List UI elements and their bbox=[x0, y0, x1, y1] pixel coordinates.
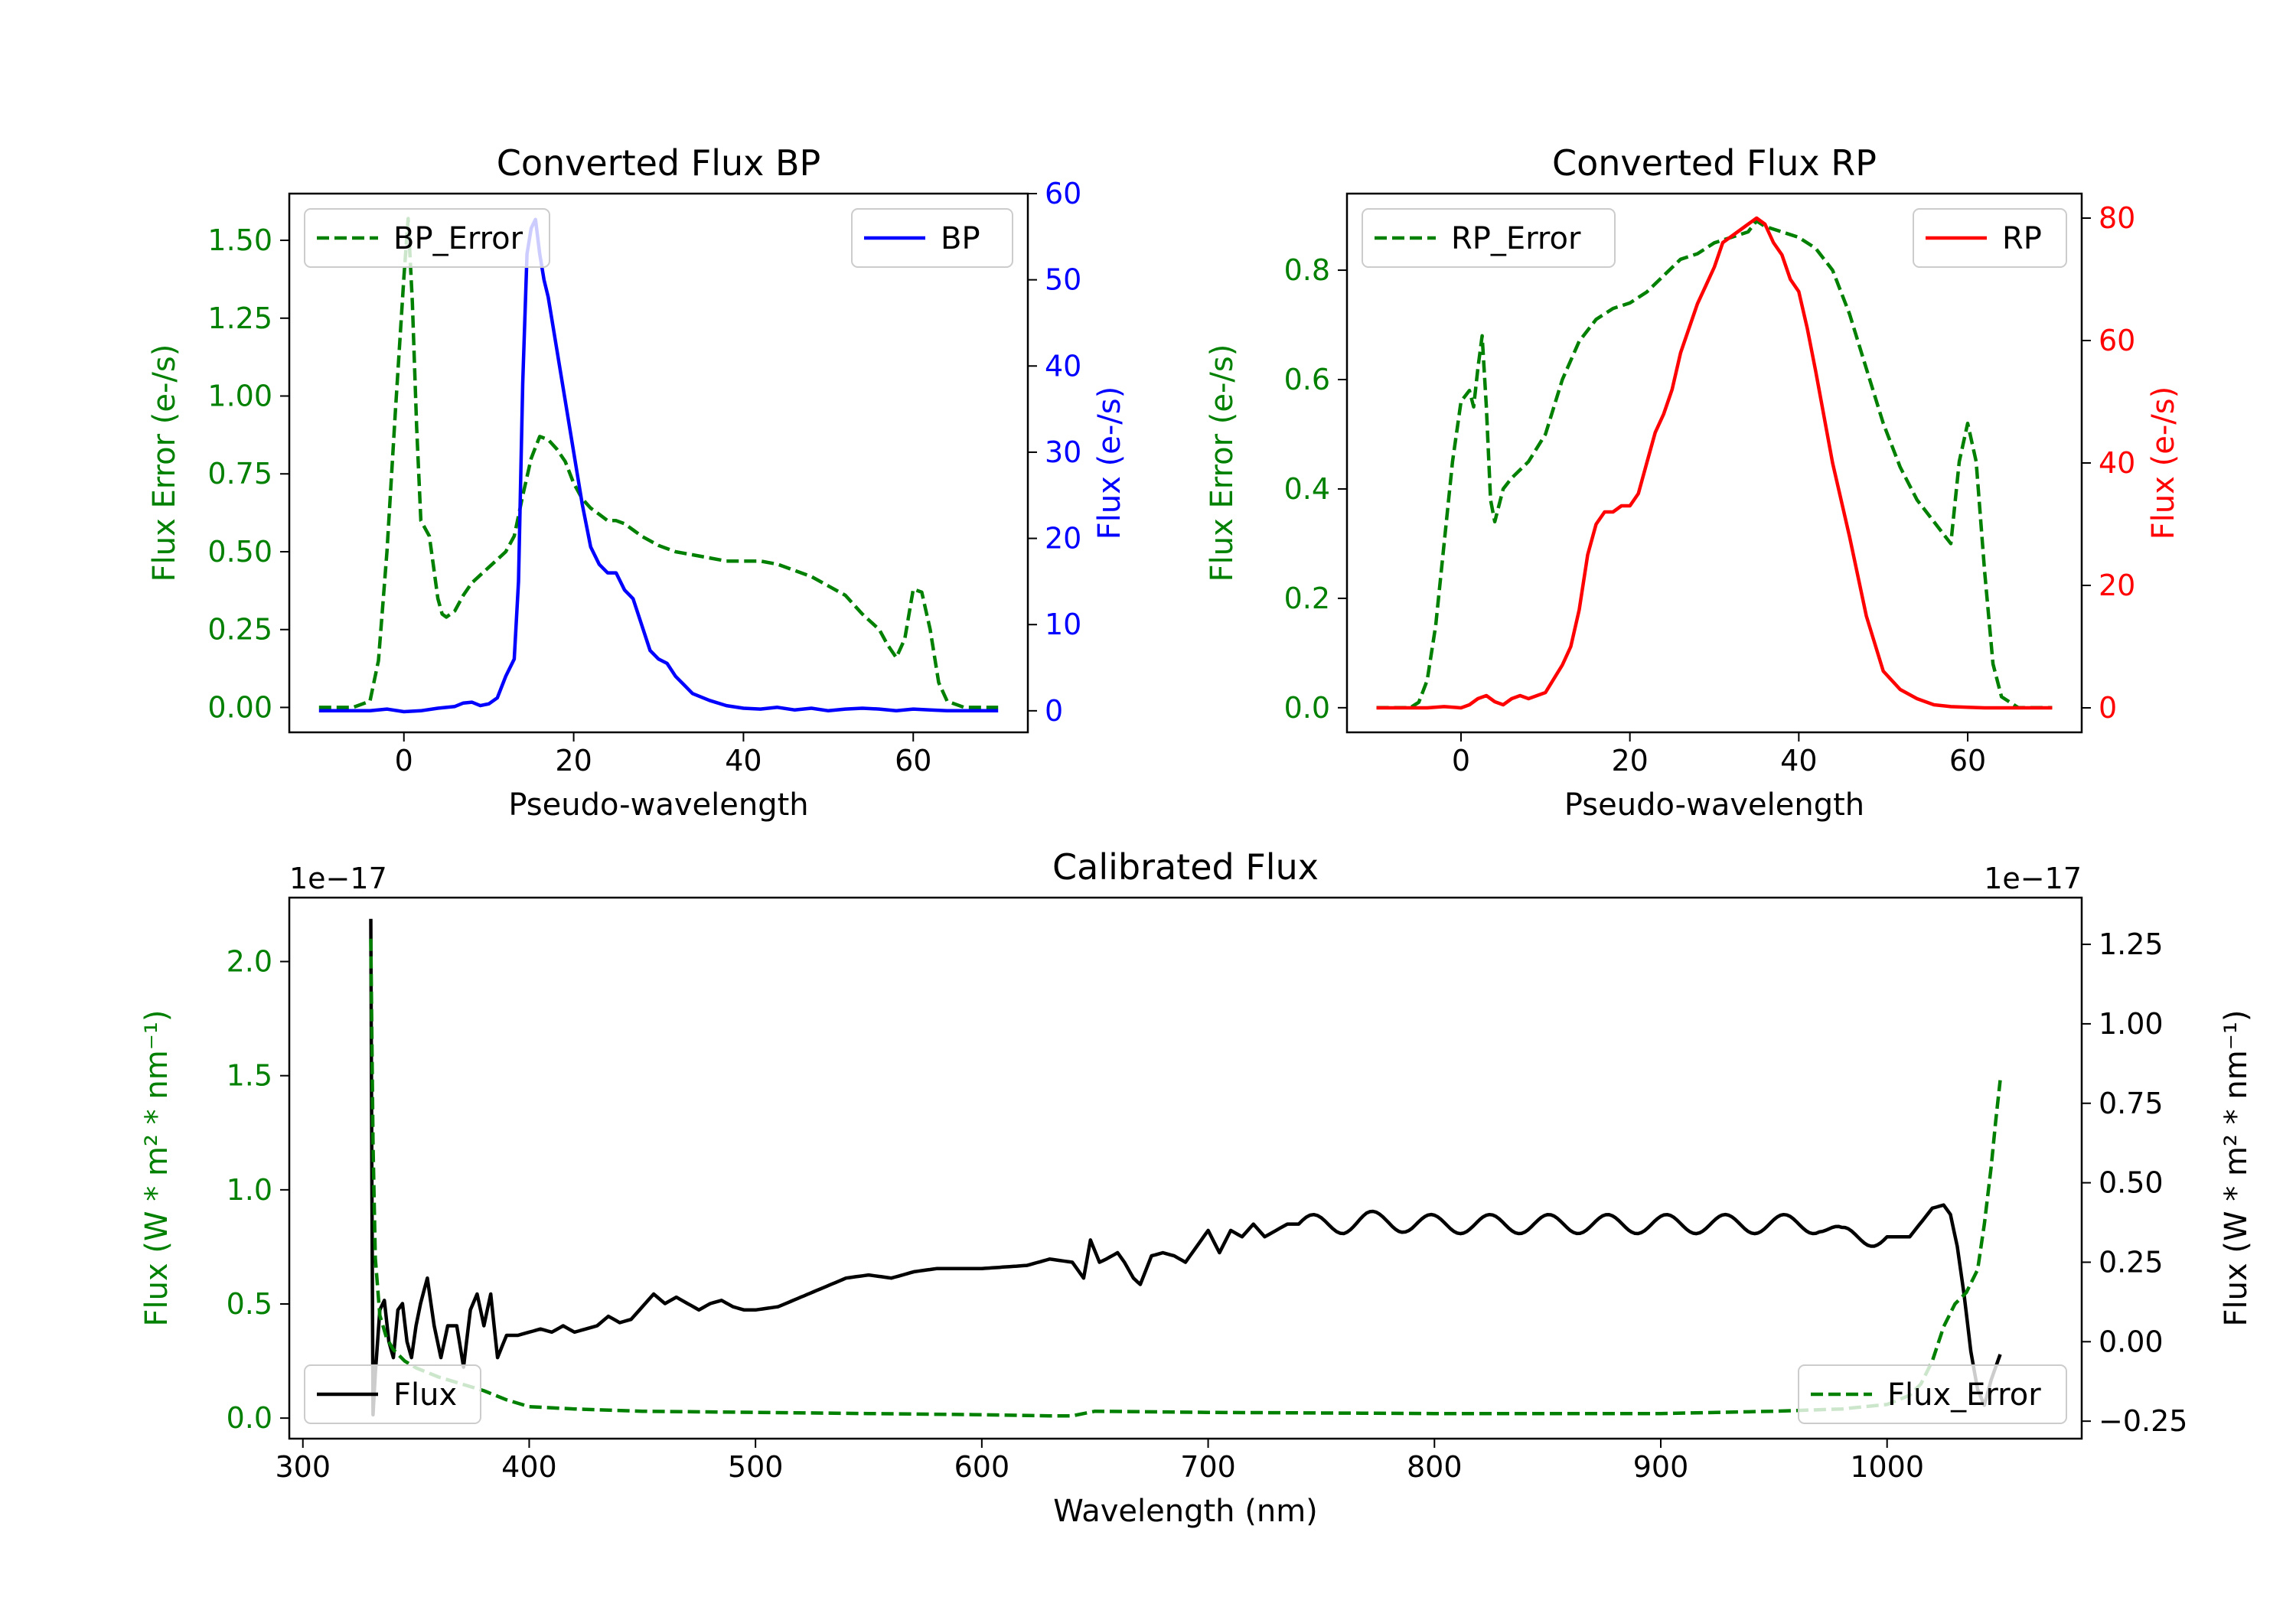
chart-2-ytick-left-label: 0.5 bbox=[227, 1287, 272, 1321]
chart-0-ytick-left-label: 0.25 bbox=[207, 613, 272, 647]
chart-1-ytick-right-label: 60 bbox=[2099, 324, 2135, 357]
chart-0-xlabel: Pseudo-wavelength bbox=[508, 787, 808, 823]
chart-0-ytick-right-label: 60 bbox=[1045, 177, 1081, 210]
chart-0-ytick-left-label: 1.00 bbox=[207, 380, 272, 413]
chart-2-legend-left: Flux bbox=[304, 1364, 481, 1424]
chart-0: Converted Flux BP 0 20 40 60 Pseudo-wavelengt… bbox=[147, 142, 1127, 823]
chart-2-ytick-right-label: 0.25 bbox=[2099, 1245, 2164, 1279]
chart-1-ytick-right-label: 40 bbox=[2099, 446, 2135, 480]
chart-2-legend-left-box bbox=[304, 1364, 481, 1424]
chart-2-xtick-label: 500 bbox=[728, 1450, 784, 1484]
chart-1: Converted Flux RP 0 20 40 60 Pseudo-wavelengt… bbox=[1205, 142, 2181, 823]
chart-2-xtick-label: 900 bbox=[1633, 1450, 1689, 1484]
chart-0-legend-left-box bbox=[304, 208, 550, 268]
chart-1-xlabel: Pseudo-wavelength bbox=[1564, 787, 1864, 823]
chart-1-ylabel-right: Flux (e-/s) bbox=[2146, 386, 2181, 539]
chart-0-frame bbox=[288, 192, 1029, 734]
chart-1-ytick-left-label: 0.8 bbox=[1284, 253, 1330, 287]
chart-0-ytick-left-label: 1.25 bbox=[207, 302, 272, 335]
chart-1-ytick-right-label: 80 bbox=[2099, 201, 2135, 235]
chart-1-legend-left-box bbox=[1362, 208, 1616, 268]
chart-0-title: Converted Flux BP bbox=[497, 142, 821, 184]
chart-2-ytick-right-label: 0.75 bbox=[2099, 1087, 2164, 1120]
chart-2-series-flux-error bbox=[369, 938, 2002, 1418]
chart-2-ytick-left-label: 0.0 bbox=[227, 1401, 272, 1435]
chart-2-xtick-label: 400 bbox=[501, 1450, 557, 1484]
chart-0-ytick-right-label: 40 bbox=[1045, 349, 1081, 383]
chart-1-legend-left-label: RP_Error bbox=[1451, 221, 1581, 256]
chart-2-xlabel: Wavelength (nm) bbox=[1053, 1494, 1318, 1529]
chart-2-legend-right: Flux_Error bbox=[1798, 1364, 2067, 1424]
chart-0-legend-right-box bbox=[851, 208, 1013, 268]
chart-1-ytick-left-label: 0.2 bbox=[1284, 582, 1330, 615]
chart-0-ytick-right-label: 0 bbox=[1045, 694, 1063, 728]
chart-1-ytick-right-label: 20 bbox=[2099, 569, 2135, 602]
chart-1-series-rp-error bbox=[1376, 219, 2053, 710]
chart-0-ytick-left-label: 0.50 bbox=[207, 535, 272, 569]
chart-2-xtick-label: 300 bbox=[275, 1450, 331, 1484]
chart-1-ytick-left-label: 0.6 bbox=[1284, 363, 1330, 396]
chart-0-ytick-right-label: 20 bbox=[1045, 522, 1081, 556]
chart-2-ytick-left-label: 2.0 bbox=[227, 945, 272, 979]
chart-2-series-flux bbox=[369, 918, 2002, 1417]
chart-2-ytick-left-label: 1.0 bbox=[227, 1173, 272, 1207]
chart-2-ytick-right-label: 1.00 bbox=[2099, 1007, 2164, 1041]
chart-1-ytick-left-label: 0.0 bbox=[1284, 691, 1330, 725]
chart-2-xtick-label: 600 bbox=[954, 1450, 1010, 1484]
chart-0-series-bp bbox=[318, 217, 999, 714]
chart-0-legend-right: BP bbox=[851, 208, 1013, 268]
chart-2-legend-left-label: Flux bbox=[393, 1377, 457, 1413]
chart-1-ylabel-left: Flux Error (e-/s) bbox=[1205, 344, 1240, 582]
chart-1-legend-right: RP bbox=[1913, 208, 2067, 268]
chart-0-ytick-right-label: 30 bbox=[1045, 435, 1081, 469]
chart-0-ytick-left-label: 0.00 bbox=[207, 690, 272, 724]
chart-1-ytick-right-label: 0 bbox=[2099, 691, 2117, 725]
chart-0-xtick-label: 60 bbox=[895, 744, 931, 777]
chart-1-xtick-label: 40 bbox=[1780, 744, 1817, 777]
chart-1-series-rp bbox=[1376, 216, 2053, 710]
chart-1-legend-right-label: RP bbox=[2002, 221, 2042, 256]
chart-2-ytick-right-label: 1.25 bbox=[2099, 927, 2164, 961]
chart-0-ytick-right-label: 10 bbox=[1045, 608, 1081, 641]
chart-2-xtick-label: 800 bbox=[1407, 1450, 1463, 1484]
chart-2-ytick-right-label: 0.00 bbox=[2099, 1325, 2164, 1358]
chart-0-legend-left-label: BP_Error bbox=[393, 221, 523, 256]
chart-1-xtick-label: 20 bbox=[1611, 744, 1648, 777]
chart-0-legend-right-label: BP bbox=[941, 221, 980, 256]
chart-2-ytick-left-label: 1.5 bbox=[227, 1059, 272, 1093]
chart-0-xtick-label: 0 bbox=[395, 744, 413, 777]
chart-2-offset-right: 1e−17 bbox=[1984, 862, 2082, 895]
chart-1-legend-right-box bbox=[1913, 208, 2067, 268]
chart-2-legend-right-box bbox=[1798, 1364, 2067, 1424]
chart-2-title: Calibrated Flux bbox=[1052, 846, 1319, 888]
chart-2-offset-left: 1e−17 bbox=[289, 862, 387, 895]
chart-1-xtick-label: 60 bbox=[1949, 744, 1986, 777]
chart-2-frame bbox=[288, 896, 2083, 1440]
chart-0-ylabel-left: Flux Error (e-/s) bbox=[147, 344, 182, 582]
chart-1-frame bbox=[1345, 192, 2083, 734]
chart-0-xtick-label: 20 bbox=[555, 744, 592, 777]
chart-2-ylabel-right: Flux (W * m² * nm⁻¹) bbox=[2219, 1010, 2254, 1327]
chart-2-legend-right-label: Flux_Error bbox=[1887, 1377, 2041, 1413]
chart-1-ytick-left-label: 0.4 bbox=[1284, 472, 1330, 506]
chart-0-ylabel-right: Flux (e-/s) bbox=[1092, 386, 1127, 539]
chart-0-series-bp-error bbox=[318, 217, 999, 709]
chart-2-ytick-right-label: 0.50 bbox=[2099, 1166, 2164, 1200]
chart-0-ytick-left-label: 0.75 bbox=[207, 457, 272, 491]
chart-0-xtick-label: 40 bbox=[725, 744, 762, 777]
chart-2-ylabel-left: Flux (W * m² * nm⁻¹) bbox=[139, 1010, 174, 1327]
chart-0-ytick-left-label: 1.50 bbox=[207, 223, 272, 257]
chart-2: Calibrated Flux 300 400 500 600 700 800 900 1000… bbox=[139, 846, 2254, 1529]
chart-1-legend-left: RP_Error bbox=[1362, 208, 1616, 268]
chart-0-ytick-right-label: 50 bbox=[1045, 263, 1081, 297]
chart-1-title: Converted Flux RP bbox=[1552, 142, 1877, 184]
chart-1-xtick-label: 0 bbox=[1452, 744, 1470, 777]
chart-2-ytick-right-label: −0.25 bbox=[2099, 1404, 2187, 1438]
chart-2-xtick-label: 700 bbox=[1180, 1450, 1236, 1484]
chart-2-xtick-label: 1000 bbox=[1850, 1450, 1924, 1484]
chart-0-legend-left: BP_Error bbox=[304, 208, 550, 268]
